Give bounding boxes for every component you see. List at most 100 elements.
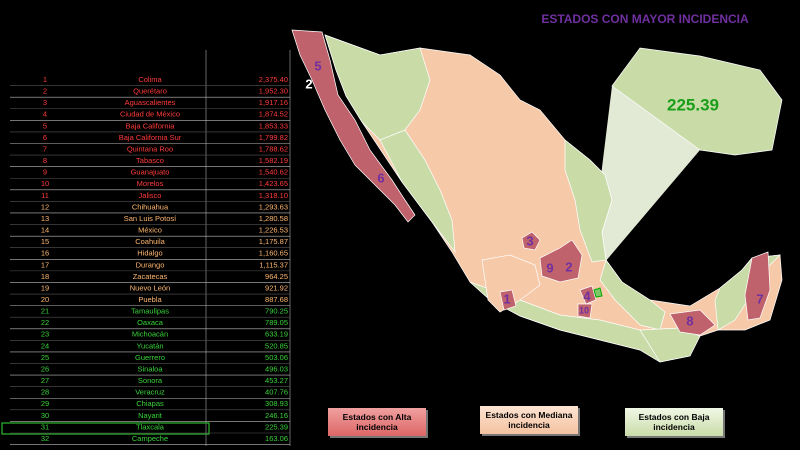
rank: 26 [41,364,49,373]
rank: 10 [41,179,49,188]
rank: 15 [41,237,49,246]
rank: 1 [43,75,47,84]
tabasco [669,309,716,336]
value: 1,540.62 [259,168,288,177]
rank: 32 [41,434,49,443]
map-label: 8 [686,313,693,328]
rank: 13 [41,214,49,223]
state: Tlaxcala [136,422,165,431]
rank: 29 [41,399,49,408]
state: Nayarit [138,411,163,420]
value: 407.76 [265,388,288,397]
rank: 30 [41,411,49,420]
rank: 17 [41,260,49,269]
quintana-roo [744,251,771,321]
map-label: 2 [305,76,312,91]
value: 964.25 [265,272,288,281]
rank: 8 [43,156,47,165]
state: Quintana Roo [127,144,173,153]
value: 453.27 [265,376,288,385]
value: 246.16 [265,411,288,420]
rank: 9 [43,168,47,177]
aguascalientes [521,231,541,251]
map-label: 9 [546,260,553,275]
state: Coahuila [135,237,165,246]
state: Yucatán [136,341,163,350]
state: Oaxaca [137,318,164,327]
map-label: 4 [583,288,591,303]
rank: 6 [43,133,47,142]
tlaxcala [593,287,603,298]
rank: 23 [41,330,49,339]
state: Baja California [126,121,176,130]
state: Tamaulipas [131,307,169,316]
map-label: 7 [756,291,763,306]
rank: 11 [41,191,49,200]
state: Nuevo León [130,283,170,292]
callout-value: 225.39 [667,95,719,114]
value: 789.05 [265,318,288,327]
value: 1,853.33 [259,121,288,130]
map-label: 2 [565,259,572,274]
legend-high: Estados con Alta incidencia [328,408,426,436]
value: 1,788.62 [259,144,288,153]
rank: 2 [43,87,47,96]
rank: 7 [43,144,47,153]
value: 496.03 [265,364,288,373]
rank: 21 [41,307,49,316]
map-label: 1 [503,291,510,306]
map-label: 10 [579,305,589,315]
rank: 19 [41,283,49,292]
state: Ciudad de México [120,110,180,119]
value: 308.93 [265,399,288,408]
highlight-row [1,422,210,435]
value: 1,582.19 [259,156,288,165]
mainland [324,34,783,363]
state: Guanajuato [131,168,170,177]
callout-wedge [588,86,700,282]
state: Chiapas [136,399,164,408]
map-label: 5 [314,58,321,73]
map-label: 3 [526,233,533,248]
state: Campeche [132,434,168,443]
value: 1,160.65 [259,249,288,258]
state: Puebla [138,295,162,304]
state: Michoacán [132,330,168,339]
value: 1,226.53 [259,226,288,235]
state: Durango [136,260,165,269]
state: Baja California Sur [119,133,182,142]
rank: 31 [41,422,49,431]
state: Aguascalientes [125,98,176,107]
value: 887.68 [265,295,288,304]
value: 1,115.37 [259,260,288,269]
value: 1,952.30 [259,87,288,96]
state: México [138,226,162,235]
value: 1,874.52 [259,110,288,119]
state: Tabasco [136,156,164,165]
state: Hidalgo [137,249,162,258]
value: 1,423.65 [259,179,288,188]
rank: 3 [43,98,47,107]
rank: 25 [41,353,49,362]
morelos [577,303,593,319]
cdmx [579,285,597,305]
south-coast [469,281,661,363]
state: Sinaloa [137,364,163,373]
state: Jalisco [139,191,162,200]
rank: 14 [41,226,49,235]
guanajuato-queretaro [539,239,583,283]
rank: 5 [43,121,47,130]
rank: 12 [41,202,49,211]
legend-low: Estados con Baja incidencia [625,408,723,436]
title: ESTADOS CON MAYOR INCIDENCIA [541,12,749,26]
state: Chihuahua [132,202,169,211]
value: 790.25 [265,307,288,316]
rank: 16 [41,249,49,258]
value: 1,318.10 [259,191,288,200]
rank: 24 [41,341,49,350]
callout-box [611,47,783,156]
state: Querétaro [133,87,167,96]
state: Veracruz [135,388,165,397]
